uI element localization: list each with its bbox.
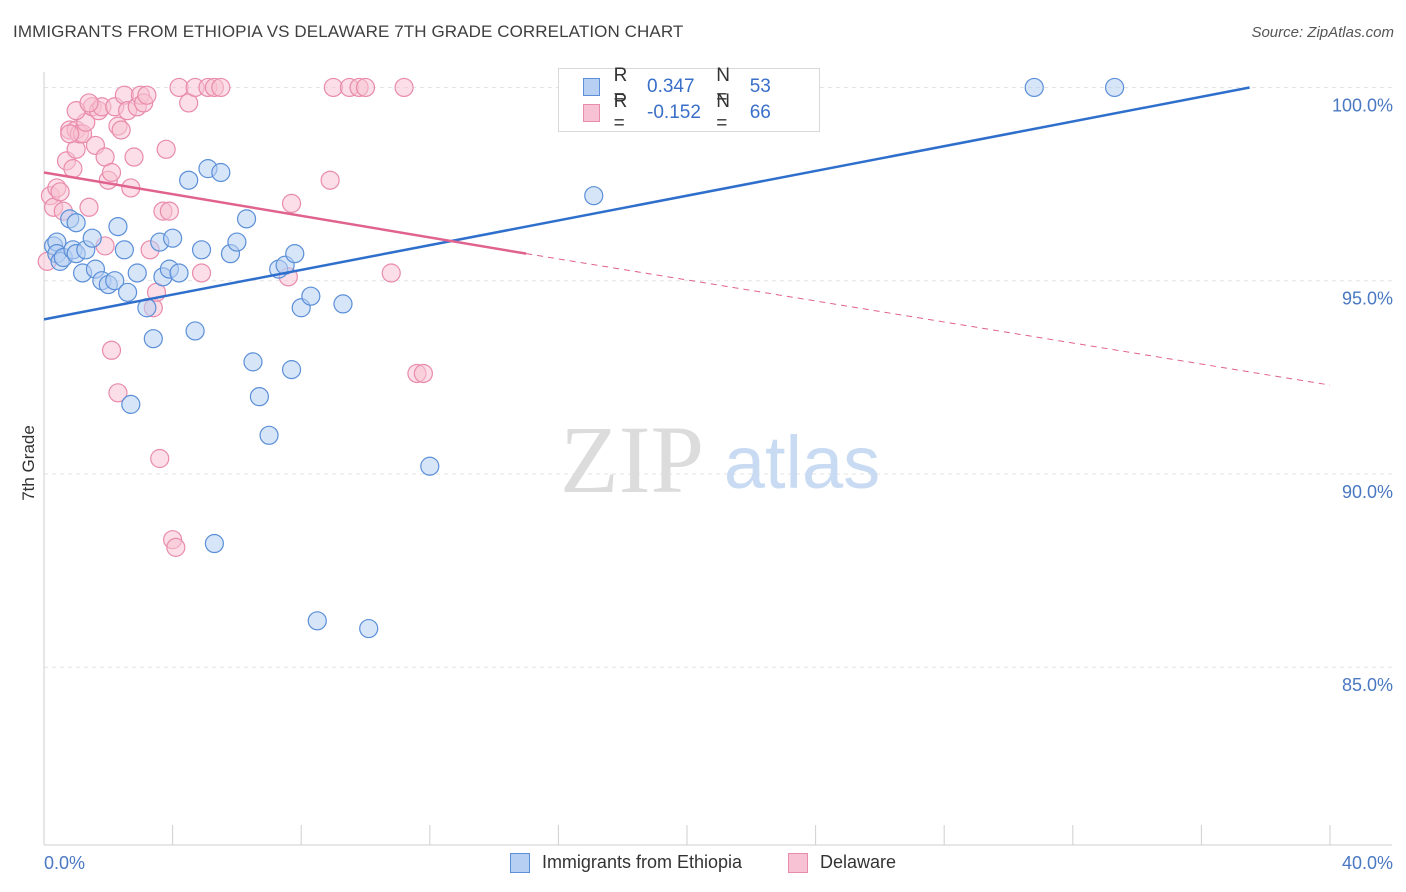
delaware-point bbox=[381, 263, 401, 283]
legend-row-delaware: R = -0.152 N = 66 bbox=[583, 91, 819, 134]
delaware-point bbox=[191, 263, 212, 283]
source-credit: Source: ZipAtlas.com bbox=[1251, 24, 1394, 41]
delaware-point bbox=[101, 162, 122, 183]
delaware-point bbox=[323, 77, 343, 98]
legend-n-value: 66 bbox=[749, 102, 771, 123]
delaware-point bbox=[50, 182, 70, 202]
ethiopia-point bbox=[66, 213, 86, 233]
ethiopia-point bbox=[143, 329, 163, 349]
legend-r-value: 0.347 bbox=[647, 76, 695, 97]
ethiopia-point bbox=[259, 425, 279, 445]
series-legend: Immigrants from Ethiopia Delaware bbox=[0, 852, 1406, 873]
ethiopia-point bbox=[108, 217, 128, 237]
ethiopia-point bbox=[236, 209, 257, 229]
ethiopia-point bbox=[285, 244, 305, 264]
delaware-point bbox=[159, 201, 179, 221]
y-tick-labels: 85.0% 90.0% 95.0% 100.0% bbox=[1332, 95, 1393, 695]
legend-label-delaware: Delaware bbox=[820, 852, 897, 872]
legend-item-delaware[interactable]: Delaware bbox=[788, 852, 896, 873]
legend-n-label: N = bbox=[716, 91, 731, 134]
ethiopia-point bbox=[121, 394, 141, 414]
delaware-point bbox=[355, 77, 376, 98]
delaware-point bbox=[281, 193, 302, 214]
x-tick-label: 40.0% bbox=[1342, 853, 1393, 873]
ethiopia-point bbox=[185, 321, 205, 341]
delaware-trend-extension bbox=[526, 253, 1331, 386]
y-tick-label: 90.0% bbox=[1342, 482, 1393, 502]
ethiopia-point bbox=[227, 232, 247, 252]
legend-swatch-blue bbox=[509, 852, 530, 873]
delaware-point bbox=[150, 448, 170, 469]
ethiopia-point bbox=[307, 611, 327, 631]
delaware-point bbox=[156, 139, 176, 159]
delaware-point bbox=[166, 537, 186, 557]
ethiopia-point bbox=[191, 240, 212, 260]
legend-n-value: 53 bbox=[749, 76, 771, 97]
ethiopia-point bbox=[333, 294, 353, 314]
ethiopia-point bbox=[1024, 77, 1044, 98]
series-delaware-points bbox=[37, 77, 433, 557]
y-tick-label: 100.0% bbox=[1332, 95, 1393, 115]
y-axis-title: 7th Grade bbox=[19, 425, 38, 501]
delaware-point bbox=[101, 340, 122, 360]
delaware-trend-line bbox=[43, 171, 527, 255]
legend-item-ethiopia[interactable]: Immigrants from Ethiopia bbox=[509, 852, 743, 873]
delaware-point bbox=[169, 77, 189, 98]
ethiopia-point bbox=[359, 618, 379, 639]
legend-r-value: -0.152 bbox=[647, 102, 701, 123]
ethiopia-trend-line bbox=[43, 86, 1250, 321]
ethiopia-point bbox=[1104, 77, 1125, 98]
trend-lines bbox=[43, 86, 1331, 386]
watermark-atlas: atlas bbox=[724, 421, 880, 504]
delaware-point bbox=[108, 383, 128, 403]
ethiopia-point bbox=[179, 170, 199, 190]
delaware-point bbox=[60, 124, 80, 144]
ethiopia-point bbox=[301, 286, 321, 306]
ethiopia-point bbox=[163, 228, 183, 248]
ethiopia-point bbox=[281, 360, 302, 380]
y-tick-label: 95.0% bbox=[1342, 289, 1393, 309]
legend-row-ethiopia: R = 0.347 N = 53 bbox=[583, 65, 819, 108]
legend-swatch-pink bbox=[788, 852, 809, 873]
legend-n-label: N = bbox=[716, 65, 731, 108]
watermark-zip: ZIP bbox=[560, 406, 704, 513]
legend-r-label: R = bbox=[613, 65, 628, 108]
ethiopia-point bbox=[169, 263, 189, 283]
ethiopia-point bbox=[584, 186, 604, 206]
x-tick-label: 0.0% bbox=[44, 853, 85, 873]
ethiopia-point bbox=[243, 352, 263, 372]
delaware-point bbox=[137, 85, 157, 105]
delaware-point bbox=[413, 363, 433, 384]
axes bbox=[43, 72, 1392, 846]
correlation-legend: R = 0.347 N = 53 R = -0.152 N = 66 bbox=[558, 65, 820, 134]
delaware-point bbox=[320, 170, 340, 190]
delaware-point bbox=[394, 77, 414, 98]
grid-lines bbox=[44, 86, 1392, 668]
x-tick-labels: 0.0% 40.0% bbox=[44, 853, 1393, 873]
y-tick-label: 85.0% bbox=[1342, 675, 1393, 695]
ethiopia-point bbox=[114, 240, 134, 260]
ethiopia-point bbox=[117, 282, 138, 302]
legend-swatch-blue bbox=[583, 78, 600, 96]
ethiopia-point bbox=[105, 271, 125, 291]
legend-r-label: R = bbox=[613, 91, 628, 134]
delaware-point bbox=[79, 197, 99, 217]
ethiopia-point bbox=[420, 456, 440, 476]
series-ethiopia-points bbox=[44, 77, 1125, 639]
delaware-point bbox=[124, 147, 144, 167]
legend-label-ethiopia: Immigrants from Ethiopia bbox=[541, 852, 743, 872]
delaware-point bbox=[79, 93, 99, 113]
ethiopia-point bbox=[211, 162, 231, 183]
delaware-point bbox=[111, 120, 131, 140]
delaware-point bbox=[211, 77, 231, 98]
delaware-point bbox=[63, 159, 83, 179]
ethiopia-point bbox=[204, 533, 224, 554]
ethiopia-point bbox=[127, 263, 147, 283]
legend-swatch-pink bbox=[583, 104, 600, 122]
chart-title: IMMIGRANTS FROM ETHIOPIA VS DELAWARE 7TH… bbox=[13, 22, 684, 41]
ethiopia-point bbox=[249, 387, 270, 407]
ethiopia-point bbox=[82, 228, 102, 248]
